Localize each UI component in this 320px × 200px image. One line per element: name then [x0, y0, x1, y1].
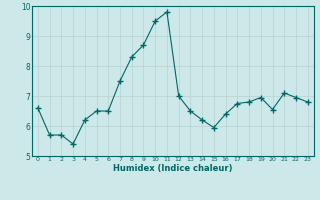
X-axis label: Humidex (Indice chaleur): Humidex (Indice chaleur) — [113, 164, 233, 173]
